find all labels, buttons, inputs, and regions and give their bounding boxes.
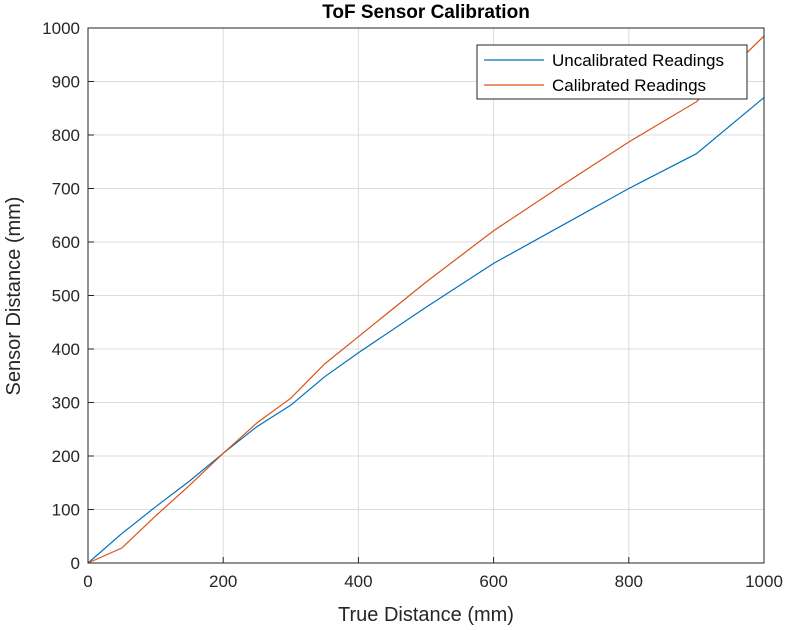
y-tick-label: 1000 [42, 19, 80, 38]
y-tick-label: 100 [52, 501, 80, 520]
series-line-uncalibrated [87, 97, 765, 564]
plot-border [87, 27, 765, 564]
series-layer [87, 35, 765, 564]
x-tick-label: 400 [344, 572, 372, 591]
y-tick-label: 800 [52, 126, 80, 145]
legend-label-uncalibrated: Uncalibrated Readings [552, 51, 724, 70]
y-tick-label: 300 [52, 394, 80, 413]
x-tick-label: 200 [209, 572, 237, 591]
x-tick-label: 1000 [745, 572, 783, 591]
y-axis-label: Sensor Distance (mm) [3, 197, 25, 396]
y-tick-label: 0 [71, 554, 80, 573]
y-tick-label: 600 [52, 233, 80, 252]
legend: Uncalibrated Readings Calibrated Reading… [476, 44, 748, 100]
legend-label-calibrated: Calibrated Readings [552, 76, 706, 95]
y-tick-label: 400 [52, 340, 80, 359]
y-tick-label: 500 [52, 287, 80, 306]
legend-box [476, 44, 748, 100]
tick-labels: 0 200 400 600 800 1000 0 100 200 300 400 500 600 700 8… [42, 19, 783, 591]
x-axis-label: True Distance (mm) [338, 604, 514, 626]
chart-title: ToF Sensor Calibration [322, 2, 530, 23]
y-tick-label: 900 [52, 73, 80, 92]
x-tick-label: 0 [83, 572, 92, 591]
x-tick-label: 800 [615, 572, 643, 591]
series-line-calibrated [87, 35, 765, 564]
x-tick-label: 600 [479, 572, 507, 591]
y-tick-label: 200 [52, 447, 80, 466]
y-tick-label: 700 [52, 180, 80, 199]
